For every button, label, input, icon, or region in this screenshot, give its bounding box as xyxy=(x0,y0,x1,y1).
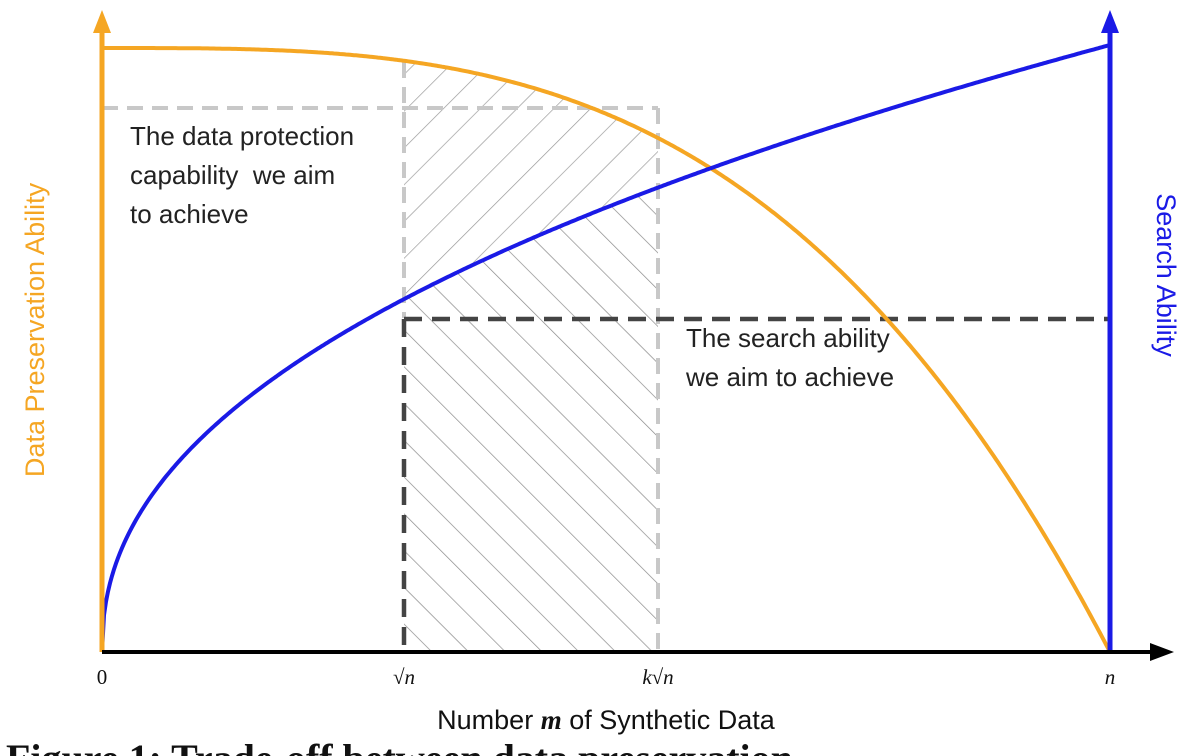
x-tick-label: √n xyxy=(393,665,415,689)
left-axis-title: Data Preservation Ability xyxy=(20,182,50,477)
x-tick-label: n xyxy=(1105,665,1116,689)
search-curve xyxy=(100,43,1111,653)
left-axis-arrow xyxy=(93,10,111,33)
protection-annotation-line: The data protection xyxy=(130,121,354,151)
search-annotation-line: we aim to achieve xyxy=(685,362,894,392)
figure-caption: Figure 1: Trade-off between data preserv… xyxy=(6,736,793,756)
right-axis-arrow xyxy=(1101,10,1119,33)
right-axis-title: Search Ability xyxy=(1151,193,1181,357)
x-tick-label: 0 xyxy=(97,665,108,689)
preservation-curve xyxy=(102,46,1112,653)
x-tick-label: k√n xyxy=(642,665,673,689)
x-axis-title: Number m of Synthetic Data xyxy=(437,705,776,735)
protection-annotation-line: to achieve xyxy=(130,199,249,229)
protection-annotation-line: capability we aim xyxy=(130,160,335,190)
protection-annotation-backdrop xyxy=(124,118,396,238)
search-annotation-line: The search ability xyxy=(686,323,890,353)
x-axis-arrow xyxy=(1150,643,1174,661)
